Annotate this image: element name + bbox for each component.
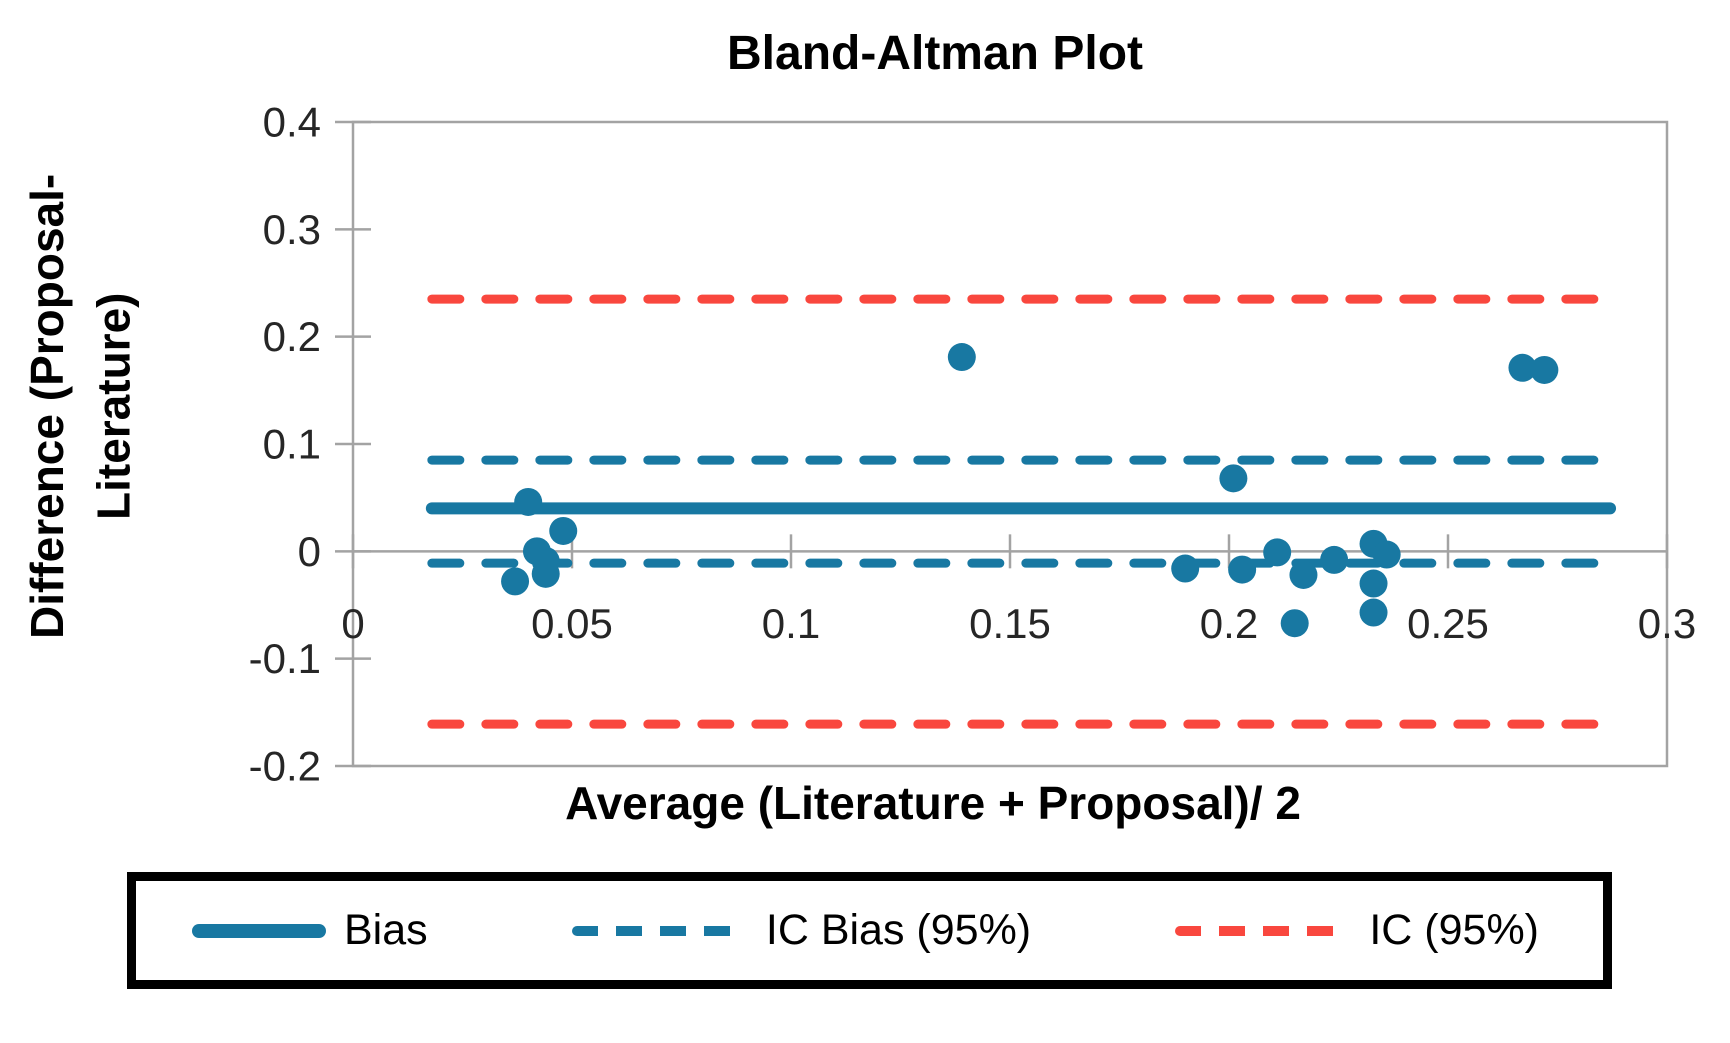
x-tick-label: 0.25: [1407, 600, 1489, 647]
legend: Bias IC Bias (95%) IC (95%): [127, 872, 1612, 989]
scatter-point: [1530, 355, 1559, 384]
y-tick-label: -0.1: [249, 635, 321, 682]
plot-area: 0.4 0.3 0.2 0.1 0 -0.1 -0.2 0 0.05 0.1 0.15 0.2 0.25…: [249, 99, 1697, 790]
x-tick-label: 0: [341, 600, 364, 647]
scatter-point: [531, 559, 560, 588]
x-tick-label: 0.2: [1200, 600, 1258, 647]
scatter-point: [1508, 353, 1537, 382]
scatter-point: [1280, 609, 1309, 638]
legend-label-bias: Bias: [344, 906, 428, 954]
y-tick-label: 0.1: [263, 421, 321, 468]
scatter-point: [1263, 538, 1292, 567]
legend-item-bias: Bias: [192, 906, 428, 955]
y-tick-label: -0.2: [249, 743, 321, 790]
x-tick-label: 0.15: [969, 600, 1051, 647]
scatter-point: [1219, 464, 1248, 493]
x-tick-label: 0.05: [531, 600, 613, 647]
y-tick-label: 0: [298, 528, 321, 575]
legend-label-ic-bias: IC Bias (95%): [765, 906, 1032, 954]
scatter-point: [1171, 554, 1200, 583]
ic-line-swatch-icon: [1175, 925, 1352, 936]
y-tick-label: 0.2: [263, 313, 321, 360]
legend-label-ic: IC (95%): [1369, 906, 1539, 954]
scatter-point: [1359, 598, 1388, 627]
scatter-point: [1359, 569, 1388, 598]
scatter-point: [947, 343, 976, 372]
y-tick-label: 0.3: [263, 206, 321, 253]
x-tick-label: 0.3: [1638, 600, 1696, 647]
bias-line-swatch-icon: [192, 923, 326, 938]
scatter-point: [501, 567, 530, 596]
y-tick-label: 0.4: [263, 99, 321, 146]
legend-item-ic-bias: IC Bias (95%): [571, 906, 1032, 955]
x-axis-title: Average (Literature + Proposal)/ 2: [565, 777, 1301, 829]
scatter-point: [1320, 545, 1349, 574]
scatter-point: [1228, 555, 1257, 584]
legend-item-ic: IC (95%): [1175, 906, 1539, 955]
plot-border: [351, 120, 1669, 768]
scatter-point: [549, 516, 578, 545]
scatter-point: [514, 487, 543, 516]
chart-title: Bland-Altman Plot: [727, 27, 1143, 80]
scatter-point: [1289, 560, 1318, 589]
ic-bias-line-swatch-icon: [571, 925, 748, 936]
x-tick-label: 0.1: [762, 600, 820, 647]
scatter-point: [1372, 540, 1401, 569]
